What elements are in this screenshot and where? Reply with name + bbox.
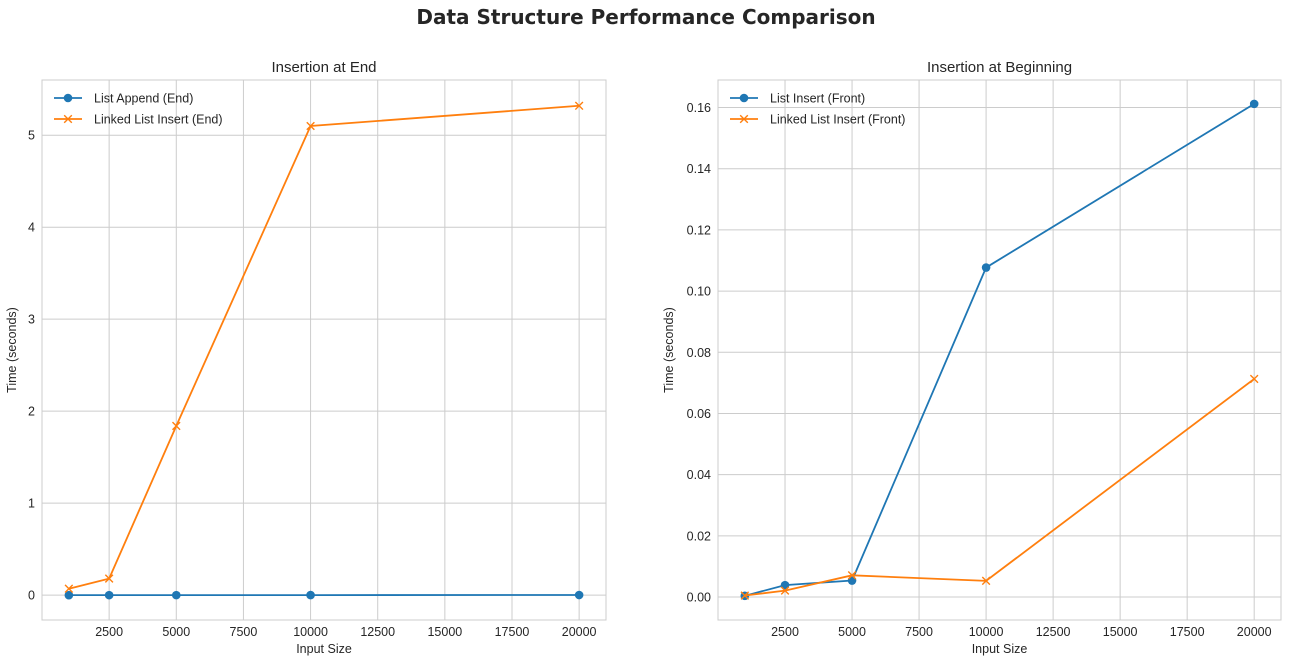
figure-title: Data Structure Performance Comparison <box>416 5 876 29</box>
data-point <box>171 421 181 431</box>
data-point <box>981 576 991 586</box>
y-tick-label: 0.06 <box>687 407 711 421</box>
x-tick-label: 17500 <box>1170 625 1205 639</box>
series-line <box>744 103 1255 597</box>
y-tick-label: 2 <box>28 405 35 419</box>
data-point <box>104 574 114 583</box>
data-point <box>740 591 750 600</box>
y-tick-label: 0.16 <box>687 101 711 115</box>
y-tick-label: 0 <box>28 589 35 603</box>
legend: List Append (End) Linked List Insert (End… <box>54 92 223 127</box>
series-1 <box>64 590 584 600</box>
chart-panel-1: 2500 5000 7500 10000 12500 15000 17500 20000 0 1 2… <box>5 59 607 656</box>
x-tick-label: 10000 <box>969 625 1004 639</box>
y-tick-label: 0.12 <box>687 223 711 237</box>
chart-title: Insertion at Beginning <box>927 59 1072 76</box>
legend-label: List Append (End) <box>94 92 193 106</box>
data-point <box>171 590 181 600</box>
y-tick-label: 0.04 <box>687 468 711 482</box>
legend-marker <box>739 114 749 124</box>
x-axis-label: Input Size <box>296 642 352 656</box>
y-tick-label: 0.00 <box>687 591 711 605</box>
legend-label: List Insert (Front) <box>770 92 865 106</box>
legend-marker <box>739 93 749 103</box>
y-tick-label: 5 <box>28 129 35 143</box>
series-line <box>68 104 580 590</box>
y-tick-label: 0.10 <box>687 285 711 299</box>
data-point <box>780 580 790 590</box>
plot-frame <box>717 79 1282 621</box>
series-2 <box>64 101 584 594</box>
data-point <box>574 590 584 600</box>
x-tick-label: 7500 <box>905 625 933 639</box>
x-tick-label: 15000 <box>1103 625 1138 639</box>
x-tick-label: 2500 <box>95 625 123 639</box>
legend: List Insert (Front) Linked List Insert (F… <box>730 92 905 127</box>
x-tick-label: 7500 <box>230 625 258 639</box>
data-point <box>574 101 584 111</box>
series-line <box>744 378 1255 597</box>
y-tick-label: 3 <box>28 313 35 327</box>
x-tick-label: 17500 <box>495 625 530 639</box>
y-tick-label: 0.14 <box>687 162 711 176</box>
data-point <box>1249 374 1259 384</box>
data-point <box>64 584 74 594</box>
x-tick-label: 5000 <box>838 625 866 639</box>
y-tick-label: 0.02 <box>687 529 711 543</box>
y-axis-label: Time (seconds) <box>662 307 676 393</box>
y-tick-label: 4 <box>28 221 35 235</box>
legend-marker <box>63 93 73 103</box>
legend-marker <box>63 114 73 124</box>
y-axis-label: Time (seconds) <box>5 307 19 393</box>
x-tick-label: 12500 <box>360 625 395 639</box>
chart-title: Insertion at End <box>271 59 376 76</box>
data-point <box>64 590 74 600</box>
x-tick-label: 20000 <box>1237 625 1272 639</box>
data-point <box>981 263 991 272</box>
series-1 <box>740 99 1259 601</box>
y-tick-label: 0.08 <box>687 346 711 360</box>
x-tick-label: 5000 <box>162 625 190 639</box>
data-point <box>104 590 114 600</box>
x-tick-label: 20000 <box>562 625 597 639</box>
series-2 <box>740 374 1259 600</box>
legend-label: Linked List Insert (End) <box>94 113 223 127</box>
data-point <box>306 590 315 600</box>
data-point <box>780 586 790 595</box>
x-tick-label: 10000 <box>293 625 328 639</box>
data-point <box>1249 99 1259 109</box>
x-tick-label: 12500 <box>1036 625 1071 639</box>
chart-panel-2: 2500 5000 7500 10000 12500 15000 17500 20000 0.0… <box>662 59 1282 656</box>
x-axis-label: Input Size <box>972 642 1028 656</box>
y-tick-label: 1 <box>28 497 35 511</box>
data-point <box>847 571 857 580</box>
legend-label: Linked List Insert (Front) <box>770 113 905 127</box>
data-point <box>306 121 315 131</box>
x-tick-label: 2500 <box>771 625 799 639</box>
plot-frame <box>41 79 607 621</box>
x-tick-label: 15000 <box>427 625 462 639</box>
